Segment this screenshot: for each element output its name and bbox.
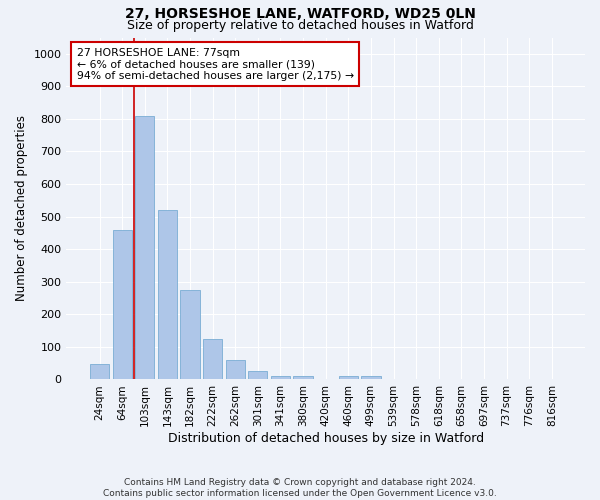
Bar (203, 338, 222, 380)
Text: Contains HM Land Registry data © Crown copyright and database right 2024.
Contai: Contains HM Land Registry data © Crown c… (103, 478, 497, 498)
Y-axis label: Number of detached properties: Number of detached properties (15, 116, 28, 302)
Text: Size of property relative to detached houses in Watford: Size of property relative to detached ho… (127, 18, 473, 32)
Text: 27 HORSESHOE LANE: 77sqm
← 6% of detached houses are smaller (139)
94% of semi-d: 27 HORSESHOE LANE: 77sqm ← 6% of detache… (77, 48, 354, 81)
Bar (90, 364, 109, 380)
Bar (339, 376, 358, 380)
X-axis label: Distribution of detached houses by size in Watford: Distribution of detached houses by size … (167, 432, 484, 445)
Bar (135, 116, 154, 380)
Bar (271, 376, 290, 380)
Bar (293, 376, 313, 380)
Text: 27, HORSESHOE LANE, WATFORD, WD25 0LN: 27, HORSESHOE LANE, WATFORD, WD25 0LN (125, 8, 475, 22)
Bar (226, 360, 245, 380)
Bar (248, 372, 268, 380)
Bar (361, 376, 380, 380)
Bar (181, 290, 200, 380)
Bar (158, 210, 177, 380)
Bar (113, 230, 132, 380)
